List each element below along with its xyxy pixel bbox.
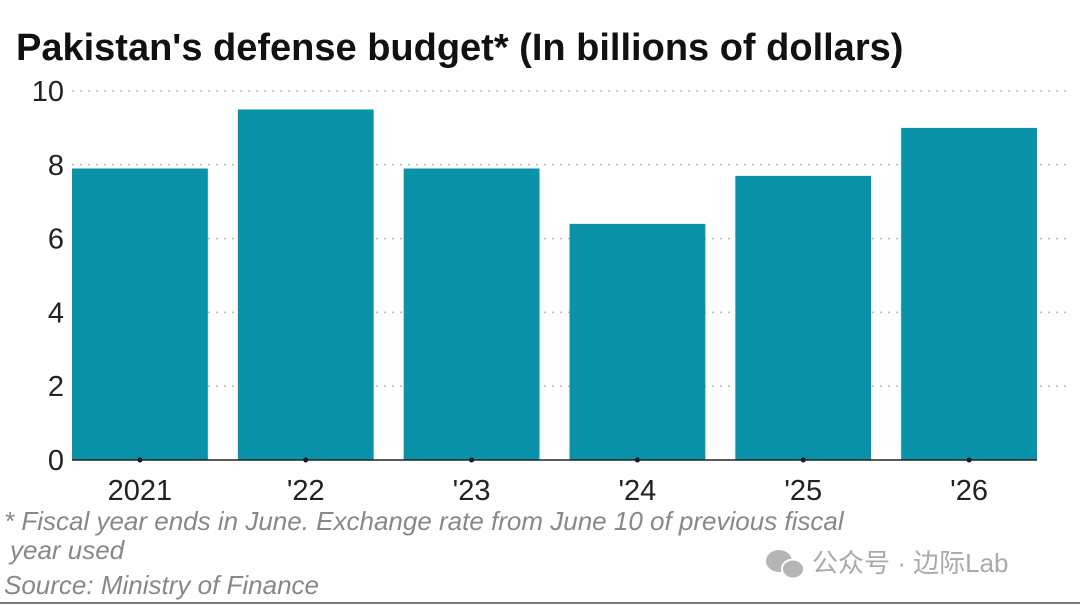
watermark: 公众号 · 边际Lab — [812, 548, 1009, 578]
y-tick-label: 6 — [48, 224, 64, 256]
bar-22 — [237, 109, 374, 460]
wechat-icon — [766, 550, 805, 580]
bar-2021 — [72, 168, 208, 461]
x-tick-label: '26 — [950, 475, 988, 507]
y-tick-label: 10 — [32, 76, 64, 108]
x-tick-label: 2021 — [108, 475, 173, 507]
footnote-line-1: * Fiscal year ends in June. Exchange rat… — [4, 506, 845, 536]
y-tick-label: 8 — [48, 150, 64, 182]
bar-24 — [569, 223, 706, 460]
source-note: Source: Ministry of Finance — [4, 570, 319, 600]
x-tick-label: '25 — [784, 475, 822, 507]
y-tick-label: 0 — [48, 445, 64, 477]
y-tick-label: 4 — [48, 297, 64, 329]
x-tick-label: '22 — [287, 475, 325, 507]
y-tick-label: 2 — [48, 371, 64, 403]
x-tick-label: '24 — [619, 475, 657, 507]
x-tick-label: '23 — [453, 475, 491, 507]
chart-title: Pakistan's defense budget* (In billions … — [16, 27, 903, 69]
bar-25 — [735, 175, 872, 460]
bar-26 — [901, 127, 1037, 461]
footnote-line-2: year used — [8, 535, 126, 565]
bar-23 — [403, 168, 540, 461]
